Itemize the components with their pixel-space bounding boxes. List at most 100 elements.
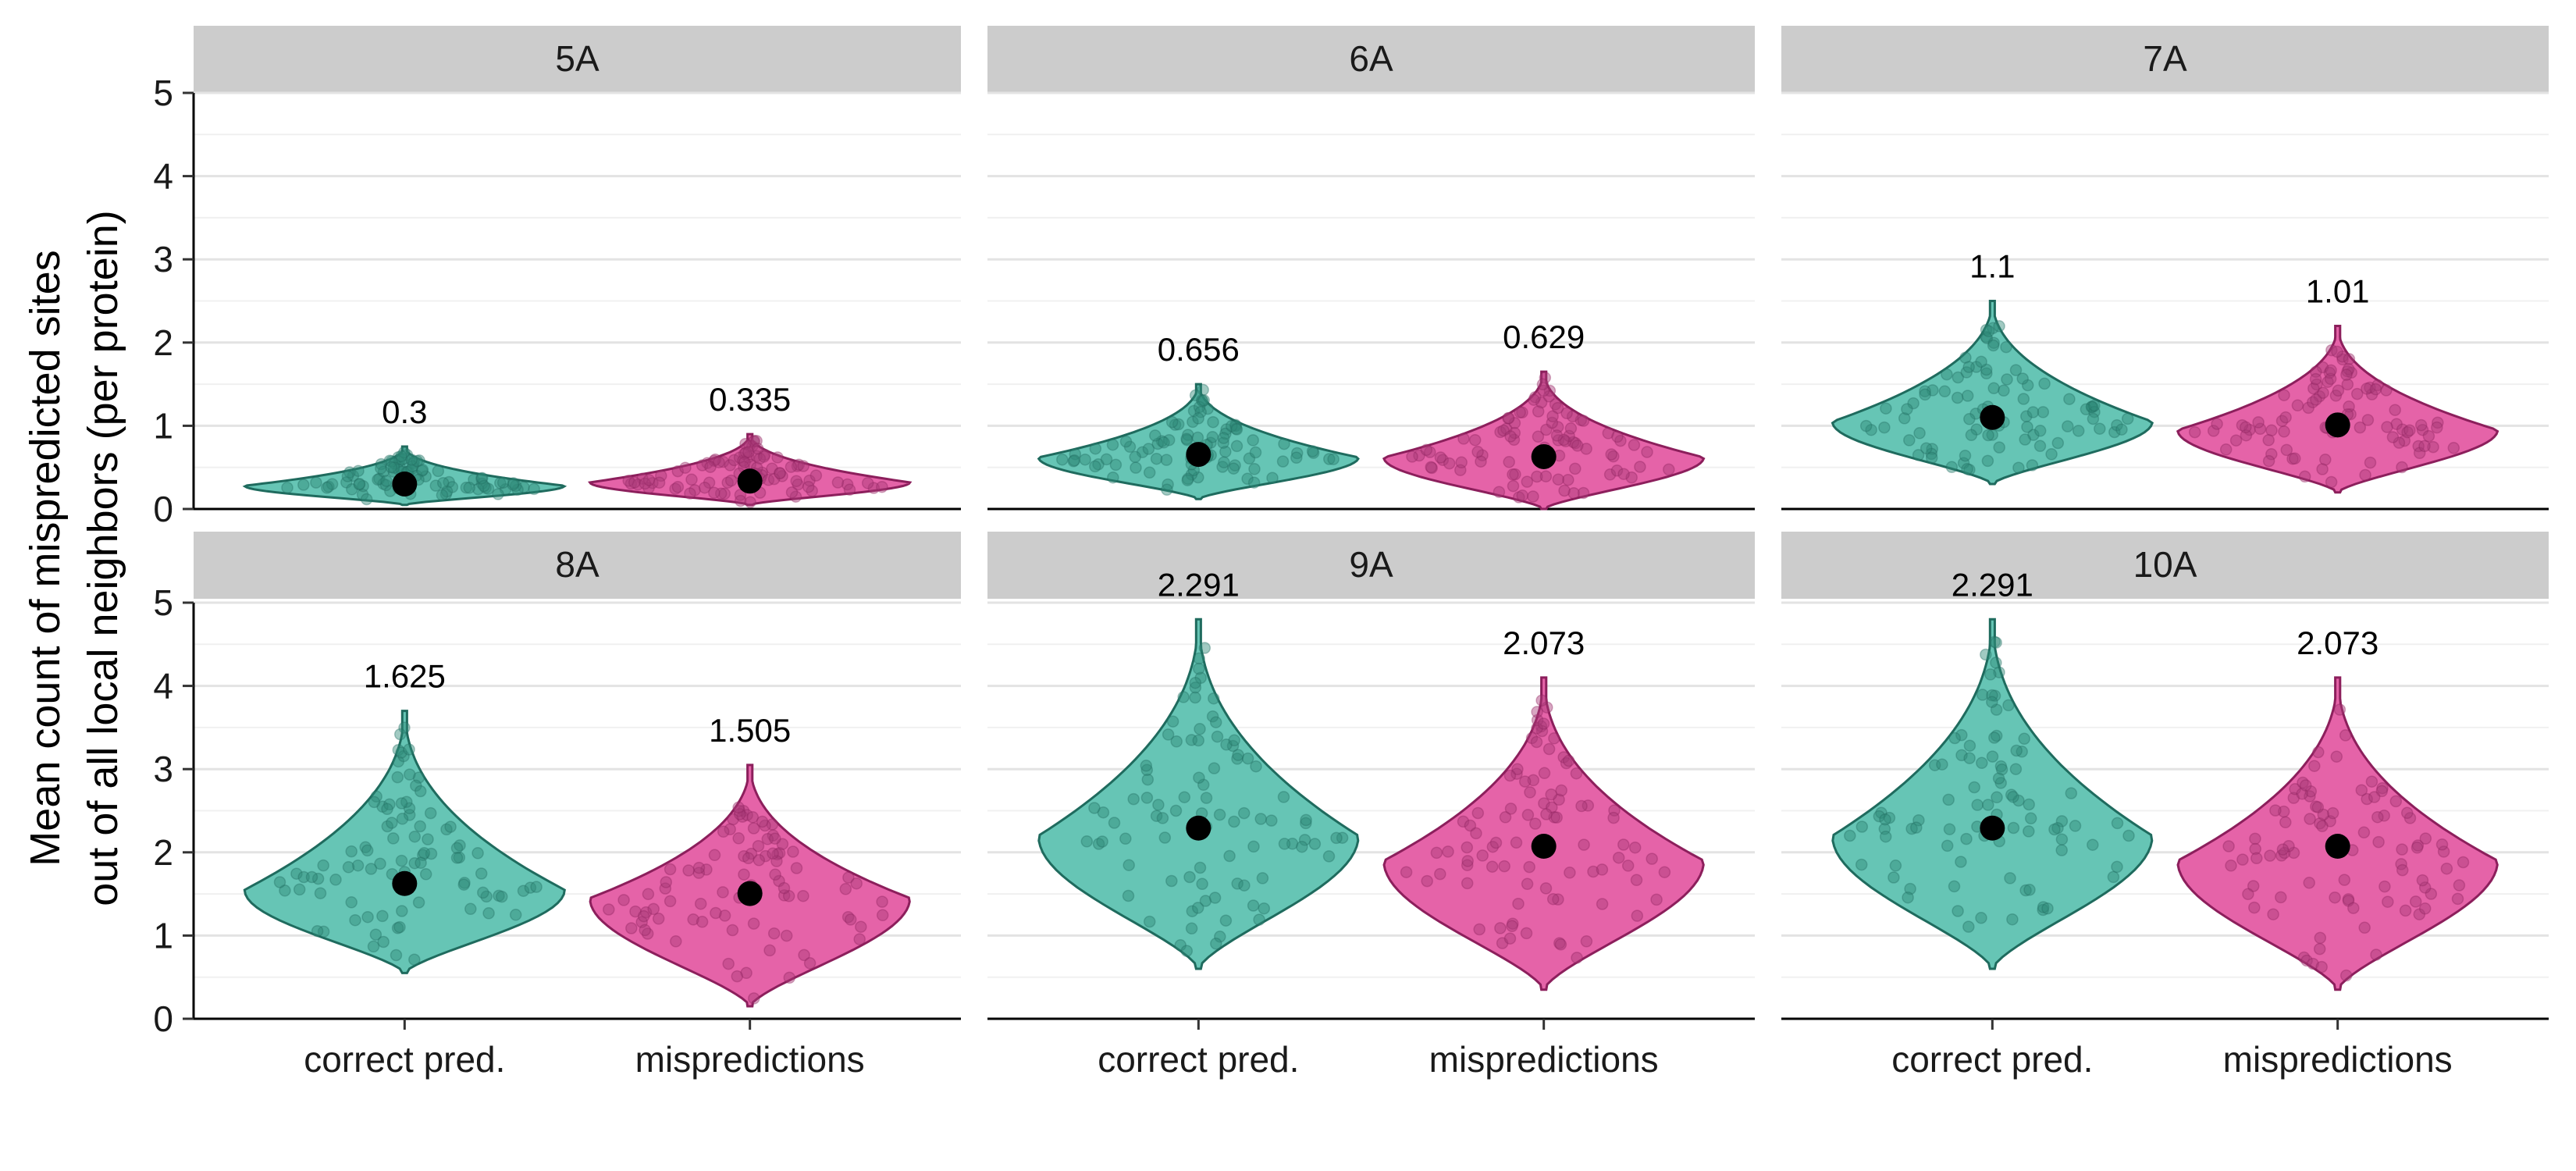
jitter-point	[2389, 795, 2403, 808]
jitter-point	[412, 896, 425, 909]
jitter-point	[1994, 760, 2008, 773]
jitter-point	[2324, 815, 2336, 828]
jitter-point	[748, 435, 760, 448]
jitter-point	[1549, 398, 1562, 411]
jitter-point	[1558, 484, 1571, 497]
jitter-point	[1169, 804, 1183, 817]
jitter-point	[1663, 463, 1675, 476]
jitter-point	[1925, 451, 1938, 464]
jitter-point	[322, 480, 335, 493]
jitter-point	[1056, 453, 1069, 466]
jitter-point	[2354, 421, 2367, 434]
jitter-point	[1880, 402, 1892, 415]
jitter-point	[1322, 850, 1336, 863]
jitter-point	[1566, 410, 1579, 423]
y-tick-label: 1	[153, 915, 173, 956]
jitter-point	[440, 823, 453, 836]
jitter-point	[400, 795, 413, 808]
jitter-point	[1976, 756, 1988, 770]
jitter-point	[1192, 734, 1204, 747]
jitter-point	[391, 771, 404, 784]
jitter-point	[281, 481, 294, 494]
jitter-point	[1122, 889, 1135, 902]
facet-strip	[194, 26, 961, 93]
jitter-point	[411, 454, 424, 468]
jitter-point	[1476, 849, 1489, 862]
jitter-point	[2001, 373, 2013, 386]
jitter-point	[387, 461, 400, 474]
violin-correct-pred	[243, 710, 566, 974]
jitter-point	[1197, 383, 1209, 397]
jitter-point	[740, 966, 753, 980]
jitter-point	[1192, 412, 1204, 425]
jitter-point	[2314, 817, 2326, 830]
jitter-point	[2242, 888, 2254, 901]
jitter-point	[1196, 395, 1209, 408]
jitter-point	[1596, 863, 1609, 876]
jitter-point	[1089, 460, 1101, 473]
jitter-point	[724, 459, 737, 472]
jitter-point	[1984, 668, 1997, 681]
jitter-point	[477, 886, 489, 899]
jitter-point	[1552, 434, 1565, 447]
jitter-point	[1468, 433, 1482, 447]
jitter-point	[1210, 938, 1222, 950]
jitter-point	[843, 483, 856, 497]
jitter-point	[744, 496, 756, 508]
facet-strip-label: 8A	[555, 544, 600, 585]
jitter-point	[639, 906, 653, 919]
jitter-point	[1587, 865, 1599, 878]
jitter-point	[757, 450, 770, 463]
jitter-point	[1550, 811, 1563, 824]
jitter-point	[2248, 901, 2261, 914]
jitter-point	[1166, 715, 1179, 728]
y-tick-label: 0	[153, 998, 173, 1039]
jitter-point	[1531, 470, 1543, 483]
jitter-point	[1193, 652, 1205, 665]
jitter-point	[450, 852, 464, 864]
jitter-point	[1621, 860, 1635, 872]
jitter-point	[408, 953, 421, 966]
jitter-point	[748, 992, 760, 1005]
jitter-point	[2336, 350, 2349, 363]
jitter-point	[710, 906, 722, 920]
jitter-point	[2264, 849, 2276, 862]
jitter-point	[1500, 422, 1513, 436]
jitter-point	[1612, 851, 1625, 864]
jitter-point	[1963, 463, 1976, 476]
jitter-point	[876, 480, 888, 493]
jitter-point	[709, 453, 722, 466]
jitter-point	[342, 861, 355, 874]
jitter-point	[388, 457, 401, 470]
jitter-point	[783, 971, 796, 984]
jitter-point	[1535, 720, 1548, 733]
jitter-point	[432, 464, 445, 478]
jitter-point	[766, 818, 779, 831]
jitter-point	[440, 485, 454, 498]
jitter-point	[1617, 838, 1630, 851]
jitter-point	[392, 755, 405, 768]
jitter-point	[1219, 427, 1232, 440]
jitter-point	[1178, 791, 1191, 803]
jitter-point	[732, 832, 745, 845]
y-tick-label: 2	[153, 322, 173, 363]
jitter-point	[2361, 383, 2373, 395]
jitter-point	[393, 455, 405, 468]
jitter-point	[1254, 813, 1267, 825]
jitter-point	[297, 479, 310, 491]
jitter-point	[660, 876, 673, 888]
jitter-point	[1140, 763, 1154, 777]
jitter-point	[1498, 860, 1510, 873]
jitter-point	[1193, 400, 1206, 414]
facet-panel-7A: 7A 1.1 1.01	[1781, 26, 2549, 511]
jitter-point	[780, 929, 793, 942]
jitter-point	[2368, 791, 2381, 803]
jitter-point	[2427, 440, 2439, 454]
jitter-point	[2094, 422, 2106, 435]
jitter-point	[679, 461, 692, 474]
jitter-point	[2007, 791, 2019, 803]
jitter-point	[2371, 810, 2384, 824]
jitter-point	[1912, 813, 1925, 827]
jitter-point	[2282, 840, 2295, 852]
jitter-point	[789, 490, 802, 503]
